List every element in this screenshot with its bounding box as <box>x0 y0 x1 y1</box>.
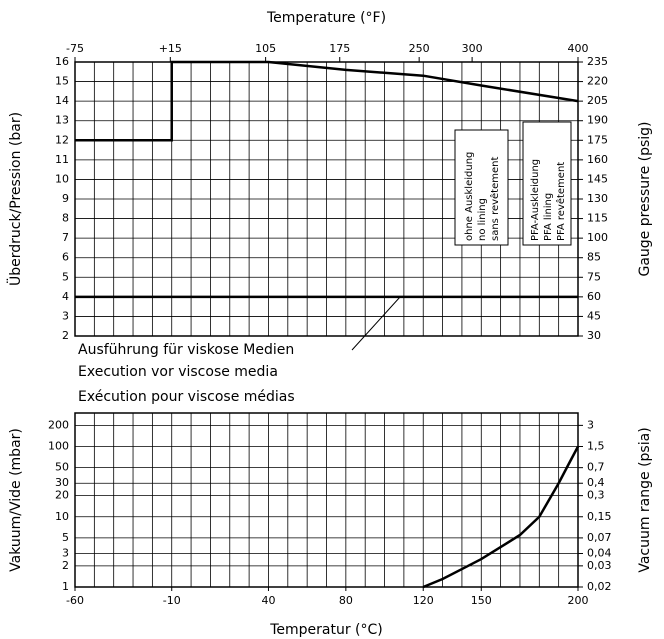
y-tick-label: 11 <box>55 153 69 166</box>
y2-tick-label: 220 <box>587 75 608 88</box>
x2-tick-label: +15 <box>159 42 182 55</box>
plot-frame <box>74 61 579 337</box>
y-tick-label: 8 <box>62 212 69 225</box>
y-tick-label: 9 <box>62 192 69 205</box>
note: Ausführung für viskose Medien <box>78 342 294 358</box>
series-line <box>75 60 579 142</box>
y2-tick-label: 0,02 <box>587 580 612 593</box>
y-tick-label: 2 <box>62 559 69 572</box>
y-tick-label: 10 <box>55 172 69 185</box>
y2-tick-label: 160 <box>587 153 608 166</box>
x-tick-label: 200 <box>568 594 589 607</box>
x-tick-label: 150 <box>471 594 492 607</box>
y-tick-label: 1 <box>62 580 69 593</box>
x2-tick-label: -75 <box>66 42 84 55</box>
y-tick-label: 5 <box>62 531 69 544</box>
x2-tick-label: 250 <box>409 42 430 55</box>
y-tick-label: 6 <box>62 251 69 264</box>
y-tick-label: 12 <box>55 133 69 146</box>
y2-tick-label: 30 <box>587 329 601 342</box>
x-tick-label: 80 <box>339 594 353 607</box>
y-tick-label: 15 <box>55 75 69 88</box>
y2-tick-label: 130 <box>587 192 608 205</box>
series-line <box>422 445 580 589</box>
x2-tick-label: 400 <box>568 42 589 55</box>
y-tick-label: 4 <box>62 290 69 303</box>
y2-tick-label: 0,03 <box>587 559 612 572</box>
note: Exécution pour viscose médias <box>78 389 295 405</box>
y2-axis-title: Vacuum range (psia) <box>637 427 653 572</box>
y2-tick-label: 3 <box>587 418 594 431</box>
y2-tick-label: 75 <box>587 270 601 283</box>
y2-tick-label: 205 <box>587 94 608 107</box>
x-tick-label: 40 <box>261 594 275 607</box>
note: Execution vor viscose media <box>78 364 278 380</box>
box-text: PFA lining <box>543 193 554 241</box>
y2-tick-label: 100 <box>587 231 608 244</box>
y-tick-label: 200 <box>48 418 69 431</box>
y-tick-label: 10 <box>55 510 69 523</box>
y2-tick-label: 0,3 <box>587 489 605 502</box>
y-axis-title: Vakuum/Vide (mbar) <box>8 428 24 572</box>
x-axis-title: Temperatur (°C) <box>269 622 383 638</box>
x2-tick-label: 175 <box>329 42 350 55</box>
y2-tick-label: 175 <box>587 133 608 146</box>
y-tick-label: 20 <box>55 489 69 502</box>
y-tick-label: 7 <box>62 231 69 244</box>
y2-tick-label: 60 <box>587 290 601 303</box>
box-text: PFA-Auskleidung <box>530 159 541 241</box>
y2-tick-label: 0,7 <box>587 461 605 474</box>
y-tick-label: 50 <box>55 461 69 474</box>
y-tick-label: 13 <box>55 114 69 127</box>
x-tick-label: -60 <box>66 594 84 607</box>
y2-tick-label: 0,15 <box>587 510 612 523</box>
y-axis-title: Überdruck/Pression (bar) <box>6 112 24 286</box>
y2-tick-label: 85 <box>587 251 601 264</box>
x2-tick-label: 300 <box>462 42 483 55</box>
box-text: no lining <box>477 198 488 241</box>
y-tick-label: 16 <box>55 55 69 68</box>
y-tick-label: 3 <box>62 309 69 322</box>
y-tick-label: 14 <box>55 94 69 107</box>
x2-tick-label: 105 <box>255 42 276 55</box>
box-text: sans revêtement <box>489 157 501 241</box>
box-text: ohne Auskleidung <box>464 152 475 241</box>
y2-tick-label: 0,4 <box>587 476 605 489</box>
box-text: PFA revêtement <box>555 162 567 241</box>
y2-tick-label: 190 <box>587 114 608 127</box>
y2-tick-label: 0,04 <box>587 546 612 559</box>
y-tick-label: 30 <box>55 476 69 489</box>
y2-tick-label: 145 <box>587 172 608 185</box>
plot-frame <box>74 412 579 588</box>
y2-tick-label: 0,07 <box>587 531 612 544</box>
y2-tick-label: 115 <box>587 212 608 225</box>
y2-tick-label: 235 <box>587 55 608 68</box>
y2-tick-label: 45 <box>587 309 601 322</box>
y-tick-label: 5 <box>62 270 69 283</box>
x2-axis-title: Temperature (°F) <box>266 10 386 26</box>
x-tick-label: -10 <box>163 594 181 607</box>
y2-axis-title: Gauge pressure (psig) <box>637 121 653 276</box>
x-tick-label: 120 <box>413 594 434 607</box>
y-tick-label: 100 <box>48 440 69 453</box>
annotation-box <box>522 121 572 246</box>
leader-line <box>351 296 401 351</box>
y-tick-label: 3 <box>62 546 69 559</box>
y2-tick-label: 1,5 <box>587 440 605 453</box>
annotation-box <box>454 129 509 246</box>
y-tick-label: 2 <box>62 329 69 342</box>
